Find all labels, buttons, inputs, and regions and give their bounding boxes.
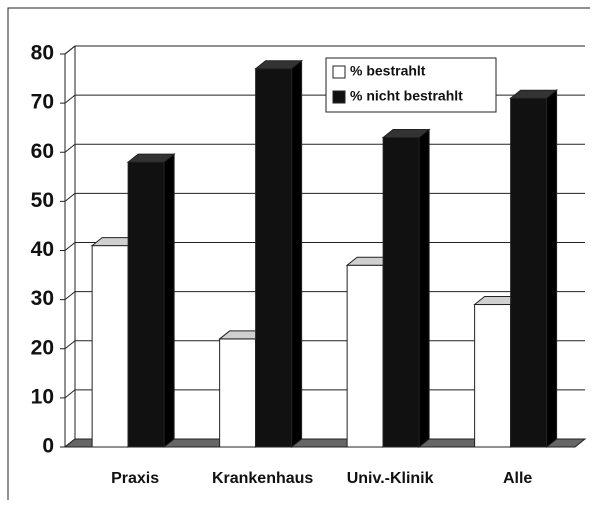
bar-front bbox=[91, 245, 129, 448]
bar-front bbox=[474, 304, 512, 448]
y-tick-label: 40 bbox=[31, 238, 54, 261]
bar-front bbox=[346, 264, 384, 448]
y-tick-label: 20 bbox=[31, 336, 54, 359]
y-tick-label: 70 bbox=[31, 91, 54, 114]
y-tick-label: 80 bbox=[31, 42, 54, 65]
bar-front bbox=[382, 137, 420, 448]
bar-front bbox=[255, 68, 293, 448]
legend-swatch bbox=[332, 65, 346, 79]
bar-side bbox=[546, 89, 558, 449]
y-tick-label: 10 bbox=[31, 385, 54, 408]
y-tick-label: 0 bbox=[42, 435, 54, 458]
grid-line bbox=[64, 45, 585, 55]
x-tick-label: Univ.-Klinik bbox=[347, 470, 434, 487]
y-tick-label: 50 bbox=[31, 189, 54, 212]
legend-swatch bbox=[332, 90, 346, 104]
bar-front bbox=[219, 338, 257, 448]
grid-line bbox=[64, 143, 585, 153]
bar-side bbox=[163, 153, 175, 449]
y-tick-label: 60 bbox=[31, 140, 54, 163]
bar-side bbox=[291, 59, 303, 449]
bar-front bbox=[510, 97, 548, 448]
bar-side bbox=[418, 128, 430, 449]
legend-label: % bestrahlt bbox=[350, 63, 426, 79]
bar-front bbox=[127, 161, 165, 448]
grid-line bbox=[64, 94, 585, 104]
legend-label: % nicht bestrahlt bbox=[350, 88, 463, 104]
x-tick-label: Krankenhaus bbox=[212, 470, 313, 487]
frame bbox=[7, 7, 590, 500]
legend-box bbox=[325, 57, 497, 113]
y-tick-label: 30 bbox=[31, 287, 54, 310]
x-tick-label: Alle bbox=[503, 470, 532, 487]
x-tick-label: Praxis bbox=[111, 470, 159, 487]
